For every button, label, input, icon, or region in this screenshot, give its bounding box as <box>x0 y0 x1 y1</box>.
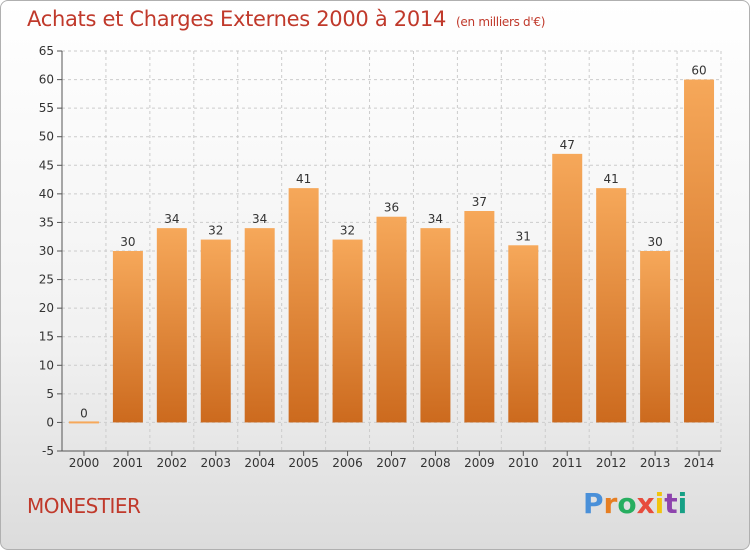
y-tick-label: 55 <box>39 101 54 115</box>
y-tick-label: 65 <box>39 44 54 58</box>
bar <box>200 239 231 423</box>
data-label: 30 <box>647 235 662 249</box>
bar <box>684 79 715 423</box>
data-label: 32 <box>340 224 355 238</box>
y-tick-label: 35 <box>39 215 54 229</box>
x-tick-label: 2003 <box>200 456 231 470</box>
data-label: 31 <box>516 229 531 243</box>
data-label: 0 <box>80 406 88 420</box>
logo-letter: o <box>617 487 637 520</box>
commune-name: MONESTIER <box>27 494 141 518</box>
x-tick-label: 2004 <box>244 456 275 470</box>
logo-letter: x <box>636 487 655 520</box>
y-tick-label: 20 <box>39 301 54 315</box>
logo-letter: t <box>664 487 678 520</box>
data-label: 30 <box>120 235 135 249</box>
x-tick-label: 2014 <box>684 456 715 470</box>
y-tick-label: 0 <box>46 415 54 429</box>
axes: -5 0 5 10 15 20 25 30 35 40 45 50 55 60 65 2000 2001 2002… <box>39 44 721 470</box>
bar <box>112 251 143 423</box>
y-tick-label: 30 <box>39 244 54 258</box>
bar <box>156 228 187 423</box>
bar <box>420 228 451 423</box>
y-tick-label: -5 <box>42 444 54 458</box>
x-tick-label: 2006 <box>332 456 363 470</box>
y-tick-label: 10 <box>39 358 54 372</box>
x-tick-label: 2007 <box>376 456 407 470</box>
unit-label: (en milliers d'€) <box>456 15 546 29</box>
x-tick-label: 2005 <box>288 456 319 470</box>
bar <box>464 211 495 423</box>
x-tick-label: 2008 <box>420 456 451 470</box>
bar <box>376 216 407 423</box>
bar <box>640 251 671 423</box>
y-tick-label: 15 <box>39 330 54 344</box>
proxiti-logo: Proxiti <box>583 487 687 520</box>
bar <box>332 239 363 423</box>
x-tick-label: 2000 <box>69 456 100 470</box>
bar <box>508 245 539 423</box>
chart-title: Achats et Charges Externes 2000 à 2014 (e… <box>27 7 545 31</box>
x-tick-label: 2010 <box>508 456 539 470</box>
y-tick-label: 25 <box>39 273 54 287</box>
data-label: 37 <box>472 195 487 209</box>
x-tick-label: 2001 <box>113 456 144 470</box>
bar <box>552 153 583 423</box>
data-label: 32 <box>208 224 223 238</box>
x-tick-label: 2013 <box>640 456 671 470</box>
logo-letter: P <box>583 487 604 520</box>
data-label: 41 <box>296 172 311 186</box>
bar <box>288 188 319 423</box>
logo-letter: i <box>654 487 665 520</box>
bar <box>596 188 627 423</box>
data-label: 34 <box>252 212 267 226</box>
x-tick-label: 2011 <box>552 456 583 470</box>
x-tick-label: 2009 <box>464 456 495 470</box>
bars <box>68 79 715 424</box>
logo-letter: r <box>603 487 618 520</box>
x-tick-label: 2002 <box>157 456 188 470</box>
data-label: 60 <box>691 64 706 78</box>
y-tick-label: 50 <box>39 130 54 144</box>
bar <box>244 228 275 423</box>
data-label: 47 <box>560 138 575 152</box>
data-label: 36 <box>384 201 399 215</box>
bar <box>68 421 99 424</box>
data-label: 41 <box>604 172 619 186</box>
data-label: 34 <box>164 212 179 226</box>
y-tick-label: 45 <box>39 158 54 172</box>
x-tick-label: 2012 <box>596 456 627 470</box>
y-tick-label: 40 <box>39 187 54 201</box>
logo-letter: i <box>677 487 688 520</box>
y-tick-label: 60 <box>39 73 54 87</box>
data-label: 34 <box>428 212 443 226</box>
y-tick-label: 5 <box>46 387 54 401</box>
data-labels: 0 30 34 32 34 41 32 36 34 37 31 47 41 30 60 <box>80 64 707 421</box>
title-text: Achats et Charges Externes 2000 à 2014 <box>27 7 447 31</box>
